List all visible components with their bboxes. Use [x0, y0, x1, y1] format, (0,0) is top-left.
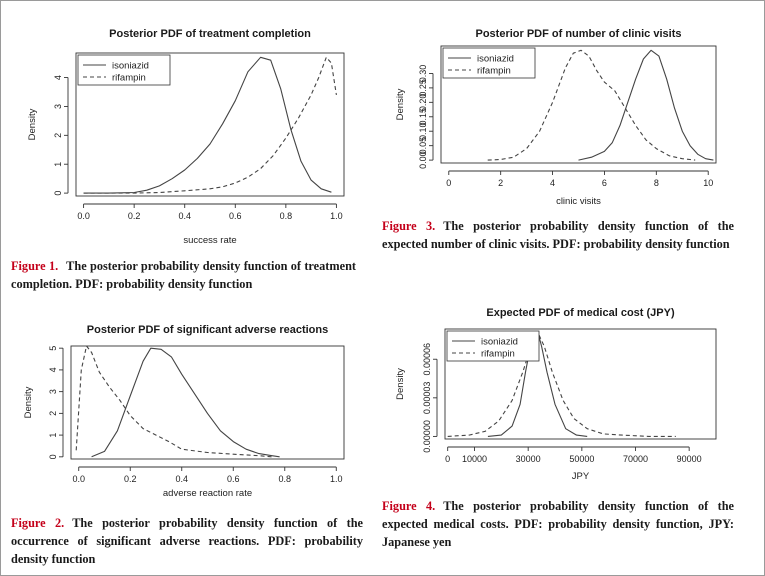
figure-4-caption: Figure 4. The posterior probability densi… — [382, 497, 734, 551]
chart-4-x-axis-label: JPY — [572, 471, 590, 482]
chart-1-x-axis-label: success rate — [183, 235, 236, 246]
chart-3-series-isoniazid — [578, 49, 714, 161]
chart-1-x-tick-label: 0.6 — [229, 211, 242, 221]
chart-1-y-axis-label: Density — [27, 108, 38, 140]
chart-1-legend-label-isoniazid: isoniazid — [112, 61, 149, 72]
chart-3-series-rifampin — [487, 49, 696, 161]
chart-2-x-tick-label: 0.2 — [124, 474, 137, 484]
chart-1-y-tick-label: 4 — [53, 75, 63, 80]
chart-2-plot-frame — [70, 345, 345, 460]
figure-2-chart: Posterior PDF of significant adverse rea… — [23, 324, 345, 499]
figure-1-caption-text: The posterior probability density functi… — [11, 259, 357, 291]
chart-4-x-tick-label: 0 — [445, 454, 450, 464]
chart-4-x-tick-label: 70000 — [623, 454, 648, 464]
chart-4-y-tick-label: 0.00006 — [422, 343, 432, 376]
chart-2-x-tick-label: 0.4 — [175, 474, 188, 484]
chart-2-x-tick-label: 0.0 — [72, 474, 85, 484]
figure-2-caption: Figure 2. The posterior probability densi… — [11, 514, 363, 568]
chart-4-title: Expected PDF of medical cost (JPY) — [486, 307, 675, 319]
figure-3-caption-label: Figure 3. — [382, 219, 436, 233]
figure-3-panel: Posterior PDF of number of clinic visits… — [381, 1, 765, 211]
chart-1-series-isoniazid — [83, 56, 332, 194]
chart-3-x-tick-label: 2 — [498, 178, 503, 188]
chart-1-y-tick-label: 3 — [53, 104, 63, 109]
figure-4-panel: Expected PDF of medical cost (JPY) 0 10000… — [381, 296, 765, 496]
chart-2-x-tick-label: 1.0 — [330, 474, 343, 484]
chart-4-series-rifampin — [447, 332, 676, 437]
chart-3-y-tick-label: 0.15 — [418, 108, 428, 126]
chart-2-series-isoniazid — [91, 347, 280, 458]
chart-2-x-tick-label: 0.6 — [227, 474, 240, 484]
chart-4-plot-frame — [444, 328, 717, 440]
figure-4-caption-text: The posterior probability density functi… — [382, 499, 734, 549]
chart-1-title: Posterior PDF of treatment completion — [109, 28, 311, 40]
chart-2-x-tick-label: 0.8 — [279, 474, 292, 484]
chart-2-series-rifampin — [75, 345, 272, 458]
chart-3-y-tick-label: 0.10 — [418, 122, 428, 140]
chart-3-y-tick-label: 0.25 — [418, 79, 428, 97]
chart-2-x-axis-label: adverse reaction rate — [163, 488, 252, 499]
figure-3-chart: Posterior PDF of number of clinic visits… — [395, 28, 717, 207]
chart-1-y-tick-label: 2 — [53, 133, 63, 138]
chart-3-y-tick-label: 0.30 — [418, 65, 428, 83]
chart-3-x-tick-label: 4 — [550, 178, 555, 188]
chart-3-x-tick-label: 10 — [703, 178, 713, 188]
chart-1-x-tick-label: 0.8 — [280, 211, 293, 221]
chart-2-y-tick-label: 3 — [48, 389, 58, 394]
figure-1-panel: Posterior PDF of treatment completion 0.0… — [1, 1, 381, 251]
chart-1-legend-label-rifampin: rifampin — [112, 73, 146, 84]
chart-3-y-axis-label: Density — [395, 88, 406, 120]
chart-1-y-tick-label: 0 — [53, 191, 63, 196]
chart-4-legend-box — [446, 330, 540, 362]
chart-4-x-tick-label: 90000 — [677, 454, 702, 464]
chart-1-series-rifampin — [83, 56, 337, 194]
chart-3-y-tick-label: 0.20 — [418, 94, 428, 112]
chart-4-y-tick-label: 0.00003 — [422, 382, 432, 415]
figure-4-chart: Expected PDF of medical cost (JPY) 0 10000… — [395, 307, 717, 482]
chart-3-x-tick-label: 0 — [446, 178, 451, 188]
chart-2-y-tick-label: 0 — [48, 454, 58, 459]
chart-3-title: Posterior PDF of number of clinic visits — [476, 28, 682, 40]
figure-1-caption: Figure 1. The posterior probability densi… — [11, 257, 356, 293]
figure-2-caption-label: Figure 2. — [11, 516, 65, 530]
chart-1-x-tick-label: 0.0 — [77, 211, 90, 221]
chart-2-y-tick-label: 1 — [48, 433, 58, 438]
chart-2-y-tick-label: 5 — [48, 346, 58, 351]
chart-3-legend-label-isoniazid: isoniazid — [477, 54, 514, 65]
chart-3-plot-frame — [440, 45, 717, 164]
chart-4-x-tick-label: 30000 — [516, 454, 541, 464]
chart-1-y-tick-label: 1 — [53, 162, 63, 167]
chart-4-x-tick-label: 10000 — [462, 454, 487, 464]
chart-3-x-tick-label: 8 — [654, 178, 659, 188]
chart-1-legend-box — [77, 54, 171, 86]
chart-2-y-axis-label: Density — [23, 386, 34, 418]
chart-1-x-tick-label: 0.2 — [128, 211, 141, 221]
chart-1-plot-frame — [75, 52, 345, 197]
chart-4-y-axis-label: Density — [395, 368, 406, 400]
chart-1-x-tick-label: 1.0 — [330, 211, 343, 221]
figure-3-caption-text: The posterior probability density functi… — [382, 219, 734, 251]
chart-3-y-tick-label: 0.05 — [418, 137, 428, 155]
chart-2-title: Posterior PDF of significant adverse rea… — [87, 324, 328, 336]
chart-3-legend-box — [442, 47, 536, 79]
chart-4-x-tick-label: 50000 — [569, 454, 594, 464]
figure-1-caption-label: Figure 1. — [11, 259, 59, 273]
chart-4-legend-label-rifampin: rifampin — [481, 349, 515, 360]
chart-4-legend-label-isoniazid: isoniazid — [481, 337, 518, 348]
figure-1-chart: Posterior PDF of treatment completion 0.0… — [27, 28, 345, 246]
chart-2-y-tick-label: 4 — [48, 367, 58, 372]
figure-3-caption: Figure 3. The posterior probability densi… — [382, 217, 734, 253]
figure-2-panel: Posterior PDF of significant adverse rea… — [1, 311, 381, 511]
chart-3-x-tick-label: 6 — [602, 178, 607, 188]
chart-3-x-axis-label: clinic visits — [556, 196, 601, 207]
chart-3-legend-label-rifampin: rifampin — [477, 66, 511, 77]
chart-3-y-tick-label: 0.00 — [418, 151, 428, 169]
chart-2-y-tick-label: 2 — [48, 411, 58, 416]
figure-2-caption-text: The posterior probability density functi… — [11, 516, 363, 566]
chart-1-x-tick-label: 0.4 — [178, 211, 191, 221]
chart-4-y-tick-label: 0.00000 — [422, 420, 432, 453]
figure-4-caption-label: Figure 4. — [382, 499, 436, 513]
